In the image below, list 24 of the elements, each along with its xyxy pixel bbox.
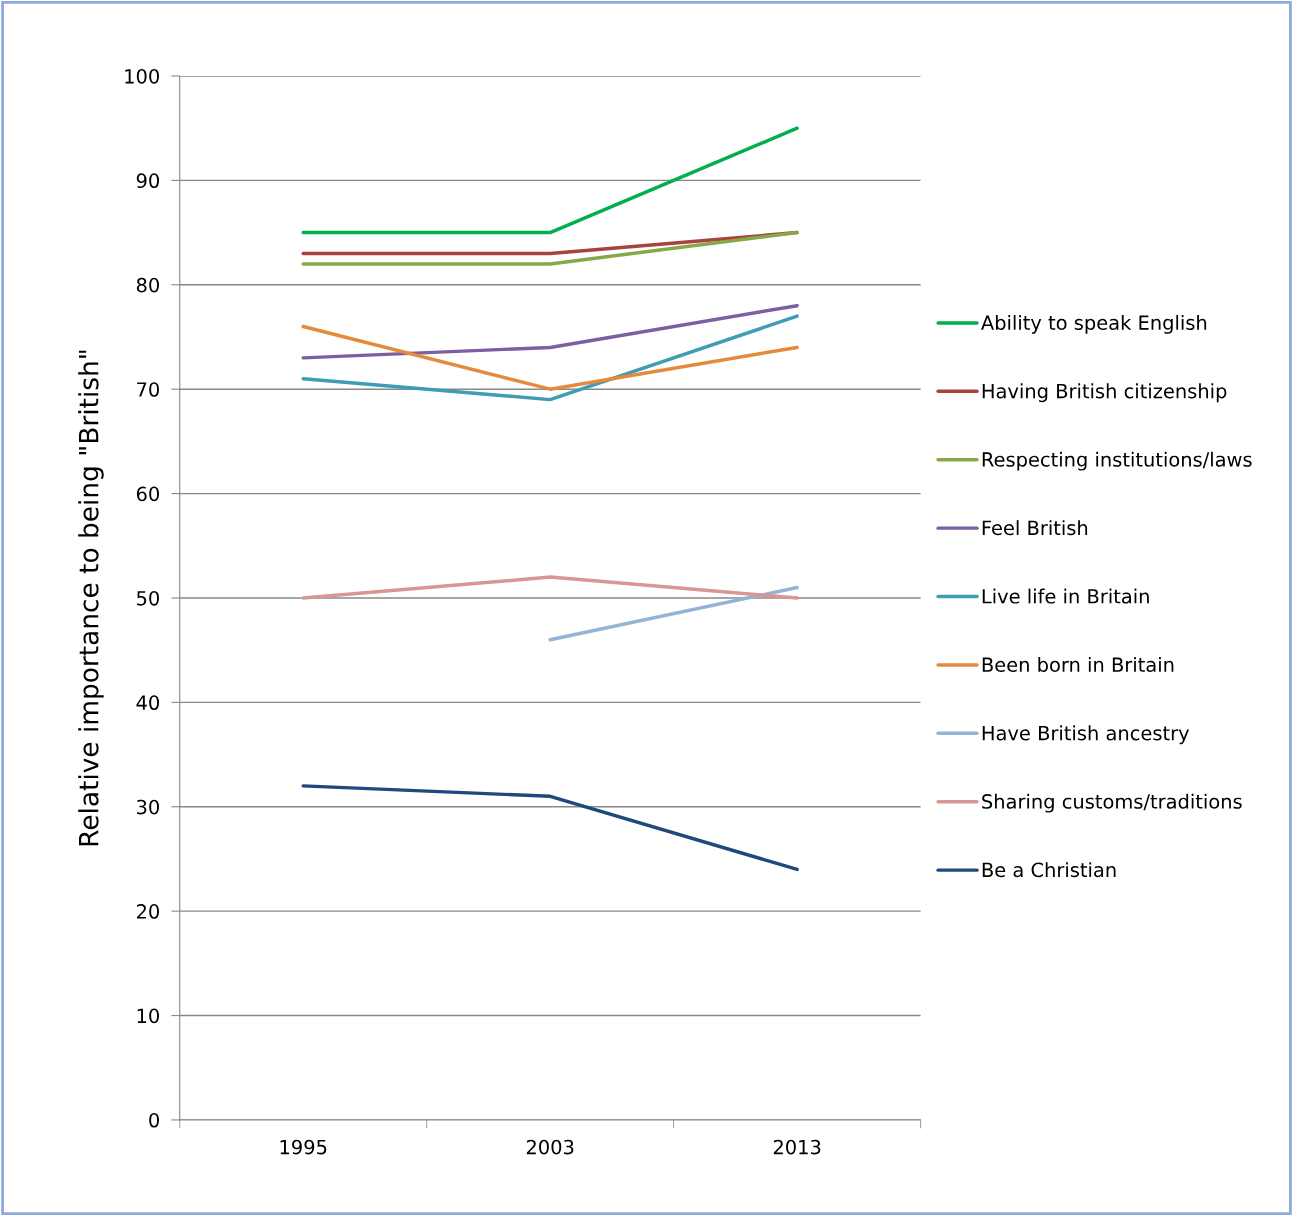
y-tick-label: 100 (125, 68, 159, 84)
x-tick-label: 1995 (280, 1139, 327, 1155)
x-tick-label: 2003 (526, 1139, 574, 1155)
x-tick-label: 2013 (773, 1139, 821, 1155)
y-axis-title: Relative importance to being "British" (78, 350, 104, 846)
y-tick-label: 0 (149, 1112, 159, 1128)
legend-label: Respecting institutions/laws (982, 451, 1252, 471)
y-tick-label: 50 (137, 590, 159, 606)
legend-label: Sharing customs/traditions (982, 793, 1242, 813)
legend-label: Having British citizenship (982, 383, 1227, 403)
y-tick-label: 20 (136, 904, 159, 919)
legend-label: Been born in Britain (982, 656, 1174, 673)
y-tick-label: 80 (136, 277, 159, 293)
y-tick-label: 60 (136, 486, 159, 502)
y-tick-label: 30 (137, 799, 159, 815)
legend-label: Ability to speak English (981, 314, 1207, 334)
y-tick-label: 10 (137, 1008, 159, 1024)
legend-label: Feel British (982, 520, 1088, 536)
legend-label: Be a Christian (982, 862, 1116, 878)
y-tick-label: 90 (136, 173, 159, 189)
legend-label: Have British ancestry (982, 725, 1190, 745)
legend-label: Live life in Britain (982, 588, 1149, 604)
y-tick-label: 70 (137, 382, 159, 397)
y-tick-label: 40 (136, 695, 159, 711)
